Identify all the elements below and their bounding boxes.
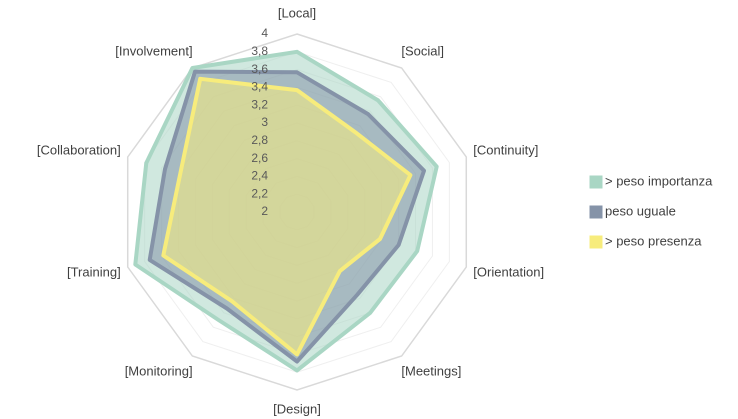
category-label: [Social] [401,43,444,58]
category-label: [Collaboration] [37,142,121,157]
category-label: [Continuity] [473,142,538,157]
legend-swatch [589,235,603,249]
legend-swatch [589,205,603,219]
tick-label: 2 [261,204,268,218]
labels: 2 2,2 2,4 2,6 2,8 3 3,2 3,4 3,6 3,8 4 [Local] [Socia… [37,5,544,416]
tick-label: 3 [261,115,268,129]
tick-label: 3,4 [251,80,268,94]
tick-label: 3,6 [251,62,268,76]
category-label: [Involvement] [115,43,192,58]
tick-label: 4 [261,26,268,40]
tick-label: 2,6 [251,151,268,165]
legend-swatch [589,175,603,189]
series-area [161,76,413,357]
category-label: [Local] [278,5,316,20]
category-label: [Design] [273,401,321,416]
legend: > peso importanza peso uguale > peso prese… [589,173,713,249]
tick-label: 3,8 [251,44,268,58]
plot-area [133,49,439,373]
category-label: [Monitoring] [125,364,193,379]
category-label: [Orientation] [473,265,544,280]
category-label: [Training] [67,265,121,280]
legend-label: > peso presenza [605,233,702,248]
category-label: [Meetings] [401,364,461,379]
tick-label: 2,8 [251,133,268,147]
grid-ring [126,33,468,391]
tick-label: 2,2 [251,186,268,200]
legend-label: peso uguale [605,203,676,218]
tick-label: 3,2 [251,97,268,111]
legend-label: > peso importanza [605,173,713,188]
tick-label: 2,4 [251,169,268,183]
